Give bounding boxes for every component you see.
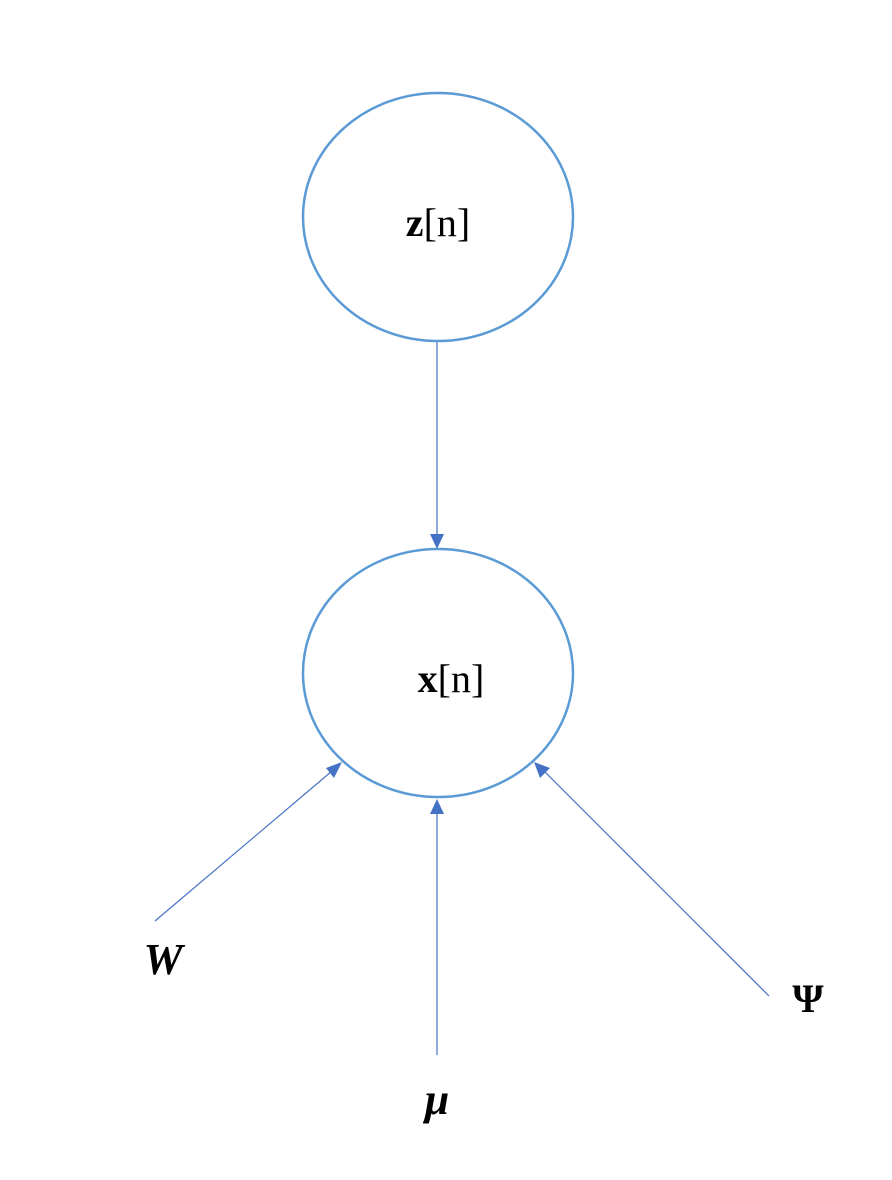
edge-mu-to-x-arrowhead (430, 799, 444, 814)
parameter-w-label: W (143, 935, 185, 984)
latent-node-label: z[n] (406, 200, 470, 245)
observed-node-symbol: x (418, 656, 438, 701)
latent-node-index: [n] (424, 200, 471, 245)
latent-node-z (301, 91, 575, 343)
parameter-mu-label: μ (423, 1075, 449, 1124)
observed-node-x (301, 547, 575, 799)
edge-w-to-x (154, 770, 333, 922)
edge-w-to-x-arrowhead (326, 762, 342, 778)
edge-psi-to-x (543, 770, 770, 997)
observed-node-index: [n] (438, 656, 485, 701)
edge-psi-to-x-arrowhead (534, 762, 550, 778)
parameter-psi-label: Ψ (792, 976, 824, 1021)
observed-node-label: x[n] (418, 656, 485, 701)
edge-z-to-x-arrowhead (430, 534, 444, 549)
latent-node-symbol: z (406, 200, 424, 245)
